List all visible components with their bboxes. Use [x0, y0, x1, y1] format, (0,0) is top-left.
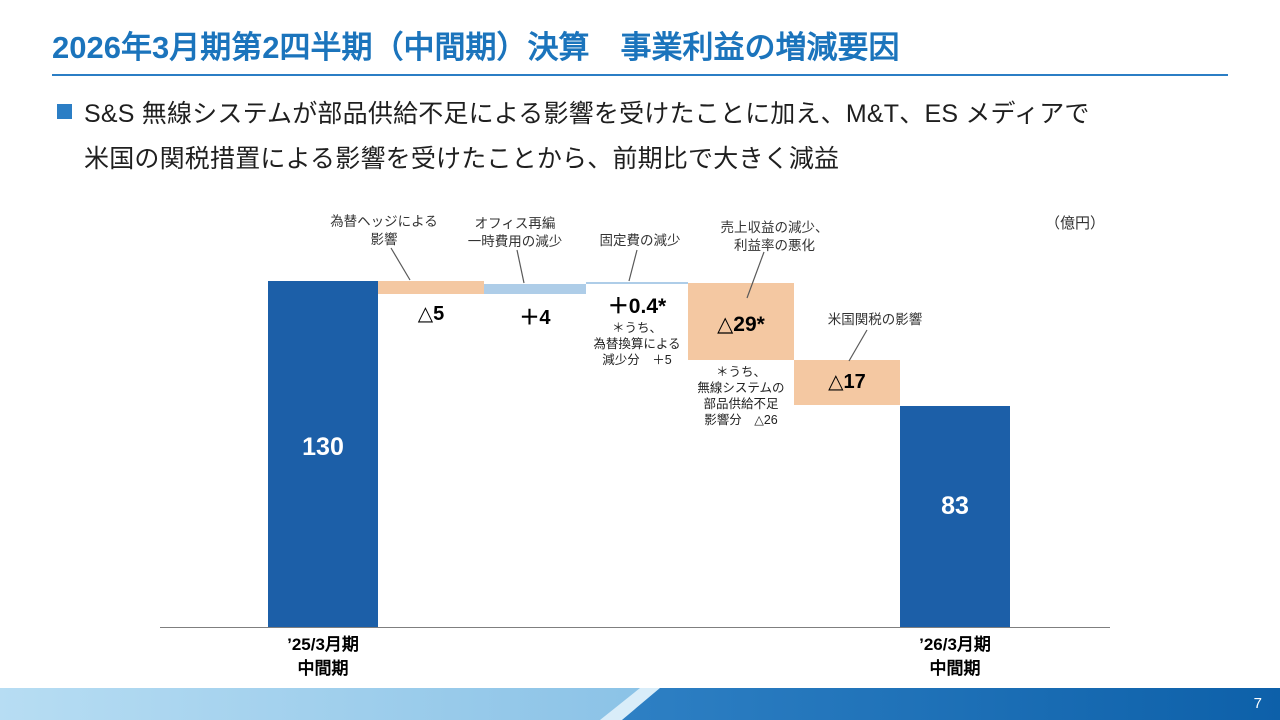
- annotation-fx-hedge-line2: 影響: [370, 231, 398, 247]
- waterfall-bar-start-total: [268, 281, 378, 627]
- title-divider: [52, 74, 1228, 76]
- annotation-fx-hedge: 為替ヘッジによる 影響: [318, 213, 450, 248]
- annotation-fixed-cost: 固定費の減少: [599, 233, 681, 248]
- summary-text-line1: S&S 無線システムが部品供給不足による影響を受けたことに加え、M&T、ES メ…: [84, 100, 1090, 128]
- annotation-sales-line2: 利益率の悪化: [734, 237, 815, 253]
- note-sales-line3: 部品供給不足: [703, 397, 779, 411]
- summary-text-line2: 米国の関税措置による影響を受けたことから、前期比で大きく減益: [84, 145, 840, 173]
- annotation-sales-line1: 売上収益の減少、: [720, 220, 829, 235]
- annotation-office-line1: オフィス再編: [474, 216, 556, 231]
- value-label-tariff: △17: [828, 371, 866, 393]
- note-sales-line4: 影響分 △26: [704, 413, 778, 427]
- page-number: 7: [1253, 695, 1262, 712]
- x-axis-line: [160, 627, 1110, 628]
- waterfall-bar-end-total: [900, 406, 1010, 627]
- annotation-fx-hedge-line1: 為替ヘッジによる: [330, 214, 438, 229]
- note-fixed-cost: ＊うち、 為替換算による 減少分 ＋5: [576, 320, 698, 368]
- annotation-tariff: 米国関税の影響: [827, 312, 923, 327]
- leader-line-fixed-cost: [628, 249, 638, 282]
- footer-stripe: [600, 688, 660, 720]
- value-label-fx-hedge: △5: [417, 303, 445, 325]
- value-label-sales: △29*: [717, 313, 765, 336]
- value-label-fixed-cost: ＋0.4*: [607, 295, 667, 318]
- x-axis-label-end-line2: 中間期: [929, 658, 981, 678]
- note-sales-line1: ＊うち、: [715, 365, 766, 379]
- bullet-square-icon: [57, 104, 72, 119]
- waterfall-bar-fx-hedge: [378, 281, 484, 294]
- page-title: 2026年3月期第2四半期（中間期）決算 事業利益の増減要因: [52, 30, 900, 65]
- waterfall-bar-sales: [688, 283, 794, 360]
- leader-line-office: [516, 249, 525, 284]
- x-axis-label-start: ’25/3月期 中間期: [258, 633, 388, 681]
- waterfall-bar-office: [484, 284, 586, 294]
- note-fixed-cost-line1: ＊うち、: [611, 321, 662, 335]
- x-axis-label-start-line1: ’25/3月期: [287, 635, 359, 654]
- x-axis-label-end-line1: ’26/3月期: [919, 635, 991, 654]
- annotation-office: オフィス再編 一時費用の減少: [450, 215, 580, 250]
- annotation-office-line2: 一時費用の減少: [467, 233, 563, 249]
- note-sales-line2: 無線システムの: [697, 381, 785, 395]
- leader-line-fx-hedge: [390, 247, 411, 281]
- footer-band: [0, 688, 1280, 720]
- value-label-office: ＋4: [519, 307, 551, 329]
- waterfall-bar-fixed-cost: [586, 282, 688, 284]
- annotation-sales: 売上収益の減少、 利益率の悪化: [702, 219, 847, 254]
- leader-line-tariff: [848, 329, 868, 362]
- note-sales: ＊うち、 無線システムの 部品供給不足 影響分 △26: [676, 364, 806, 428]
- x-axis-label-start-line2: 中間期: [297, 658, 349, 678]
- note-fixed-cost-line3: 減少分 ＋5: [602, 353, 672, 367]
- x-axis-label-end: ’26/3月期 中間期: [890, 633, 1020, 681]
- waterfall-bar-tariff: [794, 360, 900, 405]
- note-fixed-cost-line2: 為替換算による: [593, 337, 681, 351]
- value-label-start: 130: [302, 433, 344, 461]
- value-label-end: 83: [941, 492, 969, 520]
- footer-dark-band: [622, 688, 1280, 720]
- chart-unit-label: （億円）: [1044, 215, 1105, 232]
